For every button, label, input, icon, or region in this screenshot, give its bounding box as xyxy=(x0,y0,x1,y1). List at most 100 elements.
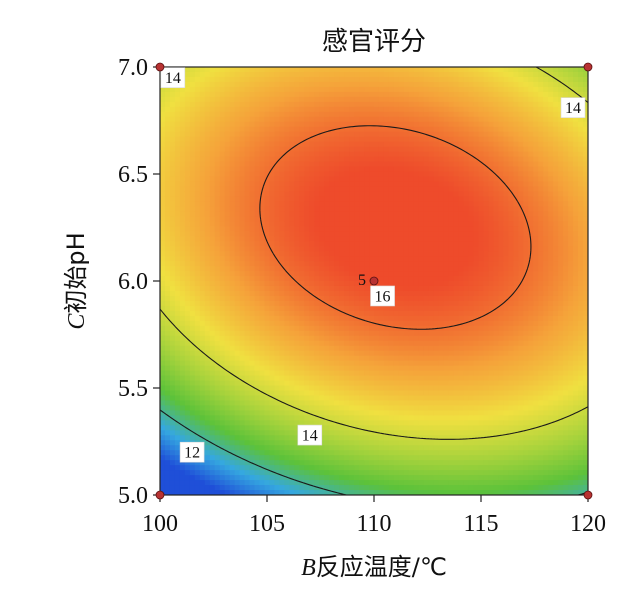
heatmap-cell xyxy=(184,81,191,88)
heatmap-cell xyxy=(403,156,410,163)
heatmap-cell xyxy=(319,281,325,287)
heatmap-cell xyxy=(354,141,360,148)
heatmap-cell xyxy=(294,176,300,183)
heatmap-cell xyxy=(184,126,191,133)
heatmap-cell xyxy=(339,490,345,495)
heatmap-cell xyxy=(239,81,246,88)
heatmap-cell xyxy=(234,470,241,476)
heatmap-cell xyxy=(264,281,271,287)
heatmap-cell xyxy=(174,445,181,451)
heatmap-cell xyxy=(349,355,355,362)
heatmap-cell xyxy=(378,485,385,491)
heatmap-cell xyxy=(194,320,201,327)
heatmap-cell xyxy=(239,156,246,163)
heatmap-cell xyxy=(304,146,310,153)
heatmap-cell xyxy=(284,96,290,103)
heatmap-cell xyxy=(294,315,300,322)
heatmap-cell xyxy=(274,430,281,436)
heatmap-cell xyxy=(204,71,211,78)
heatmap-cell xyxy=(244,485,251,491)
heatmap-cell xyxy=(229,266,236,272)
heatmap-cell xyxy=(289,101,295,108)
heatmap-cell xyxy=(294,460,300,466)
heatmap-cell xyxy=(244,181,251,188)
heatmap-cell xyxy=(214,186,221,193)
heatmap-cell xyxy=(383,355,390,362)
heatmap-cell xyxy=(164,141,171,148)
heatmap-cell xyxy=(274,231,281,237)
heatmap-cell xyxy=(359,176,365,183)
heatmap-cell xyxy=(413,86,420,93)
heatmap-cell xyxy=(289,261,295,267)
heatmap-cell xyxy=(244,400,251,407)
heatmap-cell xyxy=(239,375,246,382)
heatmap-cell xyxy=(294,415,300,421)
heatmap-cell xyxy=(403,151,410,158)
heatmap-cell xyxy=(369,355,375,362)
heatmap-cell xyxy=(334,166,340,173)
heatmap-cell xyxy=(438,71,445,78)
heatmap-cell xyxy=(354,375,360,382)
heatmap-cell xyxy=(398,171,405,178)
heatmap-cell xyxy=(378,455,385,461)
heatmap-cell xyxy=(224,370,231,377)
heatmap-cell xyxy=(339,176,345,183)
heatmap-cell xyxy=(398,315,405,322)
heatmap-cell xyxy=(393,490,400,495)
heatmap-cell xyxy=(443,295,450,302)
heatmap-cell xyxy=(274,171,281,178)
heatmap-cell xyxy=(279,186,286,193)
heatmap-cell xyxy=(234,295,241,302)
heatmap-cell xyxy=(169,300,176,307)
heatmap-cell xyxy=(199,355,206,362)
heatmap-cell xyxy=(259,111,266,118)
heatmap-cell xyxy=(189,355,196,362)
heatmap-cell xyxy=(329,440,335,446)
heatmap-cell xyxy=(179,126,186,133)
heatmap-cell xyxy=(383,445,390,451)
heatmap-cell xyxy=(299,410,305,416)
heatmap-cell xyxy=(184,226,191,232)
heatmap-cell xyxy=(160,385,166,392)
heatmap-cell xyxy=(239,246,246,252)
heatmap-cell xyxy=(214,485,221,491)
heatmap-cell xyxy=(393,86,400,93)
heatmap-cell xyxy=(254,196,261,202)
heatmap-cell xyxy=(209,470,216,476)
heatmap-cell xyxy=(219,67,226,73)
heatmap-cell xyxy=(329,470,335,476)
heatmap-cell xyxy=(239,166,246,173)
heatmap-cell xyxy=(369,310,375,317)
heatmap-cell xyxy=(169,345,176,352)
heatmap-cell xyxy=(364,146,370,153)
heatmap-cell xyxy=(294,86,300,93)
heatmap-cell xyxy=(249,475,256,481)
heatmap-cell xyxy=(354,151,360,158)
heatmap-cell xyxy=(324,310,330,317)
heatmap-cell xyxy=(418,345,425,352)
heatmap-cell xyxy=(259,375,266,382)
heatmap-cell xyxy=(304,470,310,476)
heatmap-cell xyxy=(184,315,191,322)
heatmap-cell xyxy=(314,161,320,168)
heatmap-cell xyxy=(428,465,435,471)
heatmap-cell xyxy=(224,86,231,93)
heatmap-cell xyxy=(403,445,410,451)
heatmap-cell xyxy=(423,405,430,411)
heatmap-cell xyxy=(160,475,166,481)
heatmap-cell xyxy=(418,285,425,292)
heatmap-cell xyxy=(378,410,385,416)
heatmap-cell xyxy=(438,320,445,327)
heatmap-cell xyxy=(289,490,295,495)
heatmap-cell xyxy=(334,390,340,397)
heatmap-cell xyxy=(299,206,305,212)
heatmap-cell xyxy=(229,151,236,158)
heatmap-cell xyxy=(289,111,295,118)
heatmap-cell xyxy=(403,375,410,382)
heatmap-cell xyxy=(359,251,365,257)
heatmap-cell xyxy=(234,266,241,272)
heatmap-cell xyxy=(334,325,340,332)
heatmap-cell xyxy=(443,76,450,83)
heatmap-cell xyxy=(229,141,236,148)
heatmap-cell xyxy=(403,395,410,402)
